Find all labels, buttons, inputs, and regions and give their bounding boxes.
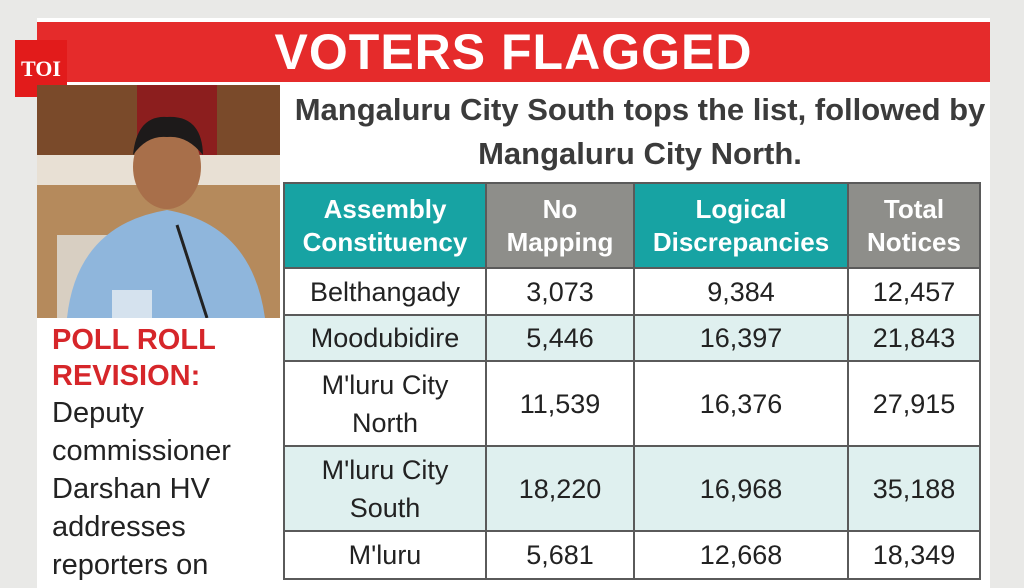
row-label: M'luru City North: [283, 360, 487, 447]
table-row: Moodubidire 5,446 16,397 21,843: [283, 314, 981, 362]
cell: 9,384: [633, 267, 849, 316]
table-body: Belthangady 3,073 9,384 12,457 Moodubidire 5,…: [283, 267, 981, 580]
photo: [37, 85, 280, 318]
row-label: Moodubidire: [283, 314, 487, 362]
subtitle: Mangaluru City South tops the list, foll…: [294, 92, 986, 171]
cell: 5,446: [485, 314, 635, 362]
cell: 12,668: [633, 530, 849, 580]
table-row: M'luru City South 18,220 16,968 35,188: [283, 445, 981, 532]
caption-text: Deputy commissioner Darshan HV addresses…: [52, 397, 231, 581]
table-row: Belthangady 3,073 9,384 12,457: [283, 267, 981, 316]
cell: 18,220: [485, 445, 635, 532]
row-label: M'luru City South: [283, 445, 487, 532]
cell: 16,968: [633, 445, 849, 532]
caption: POLL ROLL REVISION: Deputy commissioner …: [52, 322, 277, 584]
banner: VOTERS FLAGGED: [37, 22, 990, 82]
header-row: Assembly Constituency No Mapping Logical D…: [283, 182, 981, 269]
cell: 16,376: [633, 360, 849, 447]
caption-label: POLL ROLL REVISION:: [52, 324, 216, 392]
column-header: Total Notices: [847, 182, 981, 269]
cell: 21,843: [847, 314, 981, 362]
cell: 35,188: [847, 445, 981, 532]
column-header: No Mapping: [485, 182, 635, 269]
column-header: Logical Discrepancies: [633, 182, 849, 269]
cell: 12,457: [847, 267, 981, 316]
cell: 16,397: [633, 314, 849, 362]
row-label: Belthangady: [283, 267, 487, 316]
cell: 5,681: [485, 530, 635, 580]
cell: 11,539: [485, 360, 635, 447]
cell: 3,073: [485, 267, 635, 316]
row-label: M'luru: [283, 530, 487, 580]
table-row: M'luru 5,681 12,668 18,349: [283, 530, 981, 580]
table-row: M'luru City North 11,539 16,376 27,915: [283, 360, 981, 447]
cell: 27,915: [847, 360, 981, 447]
page: {"logo": "TOI", "banner": "VOTERS FLAGGE…: [15, 18, 990, 588]
data-table: Assembly Constituency No Mapping Logical D…: [283, 182, 981, 580]
column-header: Assembly Constituency: [283, 182, 487, 269]
cell: 18,349: [847, 530, 981, 580]
